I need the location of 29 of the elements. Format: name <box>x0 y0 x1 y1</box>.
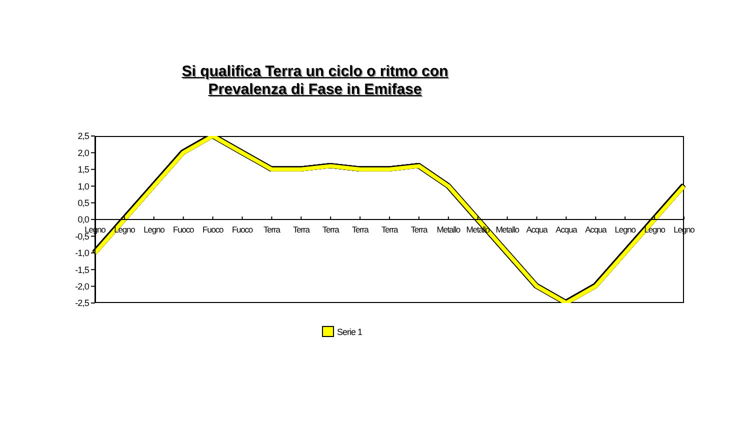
x-tick-label: Terra <box>410 224 428 234</box>
y-tick-label: 1,0 <box>78 181 90 192</box>
x-tick-label: Acqua <box>585 224 608 234</box>
x-tick-label: Terra <box>322 224 340 234</box>
x-tick-label: Fuoco <box>232 224 254 234</box>
x-tick-label: Metallo <box>436 224 461 234</box>
x-tick-label: Terra <box>264 224 281 234</box>
y-tick-label: 2,0 <box>78 148 90 158</box>
x-tick-label: Legno <box>144 224 166 234</box>
y-tick-label: 0,5 <box>78 198 90 208</box>
y-tick-label: -1,5 <box>75 264 90 275</box>
legend-label: Serie 1 <box>336 326 362 336</box>
y-tick-label: 1,5 <box>78 164 90 175</box>
y-tick-label: 0,0 <box>78 214 90 225</box>
y-tick-label: 2,5 <box>78 131 90 142</box>
x-tick-label: Fuoco <box>173 224 195 234</box>
x-tick-label: Acqua <box>526 224 548 234</box>
chart-title: Si qualifica Terra un ciclo o ritmo con Prevalenza di Fase in Emifase <box>180 63 450 99</box>
y-tick-label: -0,5 <box>75 231 90 242</box>
y-tick-label: -2,0 <box>75 281 90 292</box>
x-tick-label: Acqua <box>556 224 578 234</box>
x-tick-label: Metallo <box>496 224 520 234</box>
x-tick-label: Terra <box>352 224 370 234</box>
x-tick-label: Legno <box>614 224 636 234</box>
x-tick-label: Terra <box>292 224 310 234</box>
y-tick-label: -1,0 <box>75 248 90 258</box>
y-tick-label: -2,5 <box>75 298 90 308</box>
x-tick-label: Fuoco <box>202 224 224 234</box>
x-tick-label: Terra <box>381 224 399 234</box>
